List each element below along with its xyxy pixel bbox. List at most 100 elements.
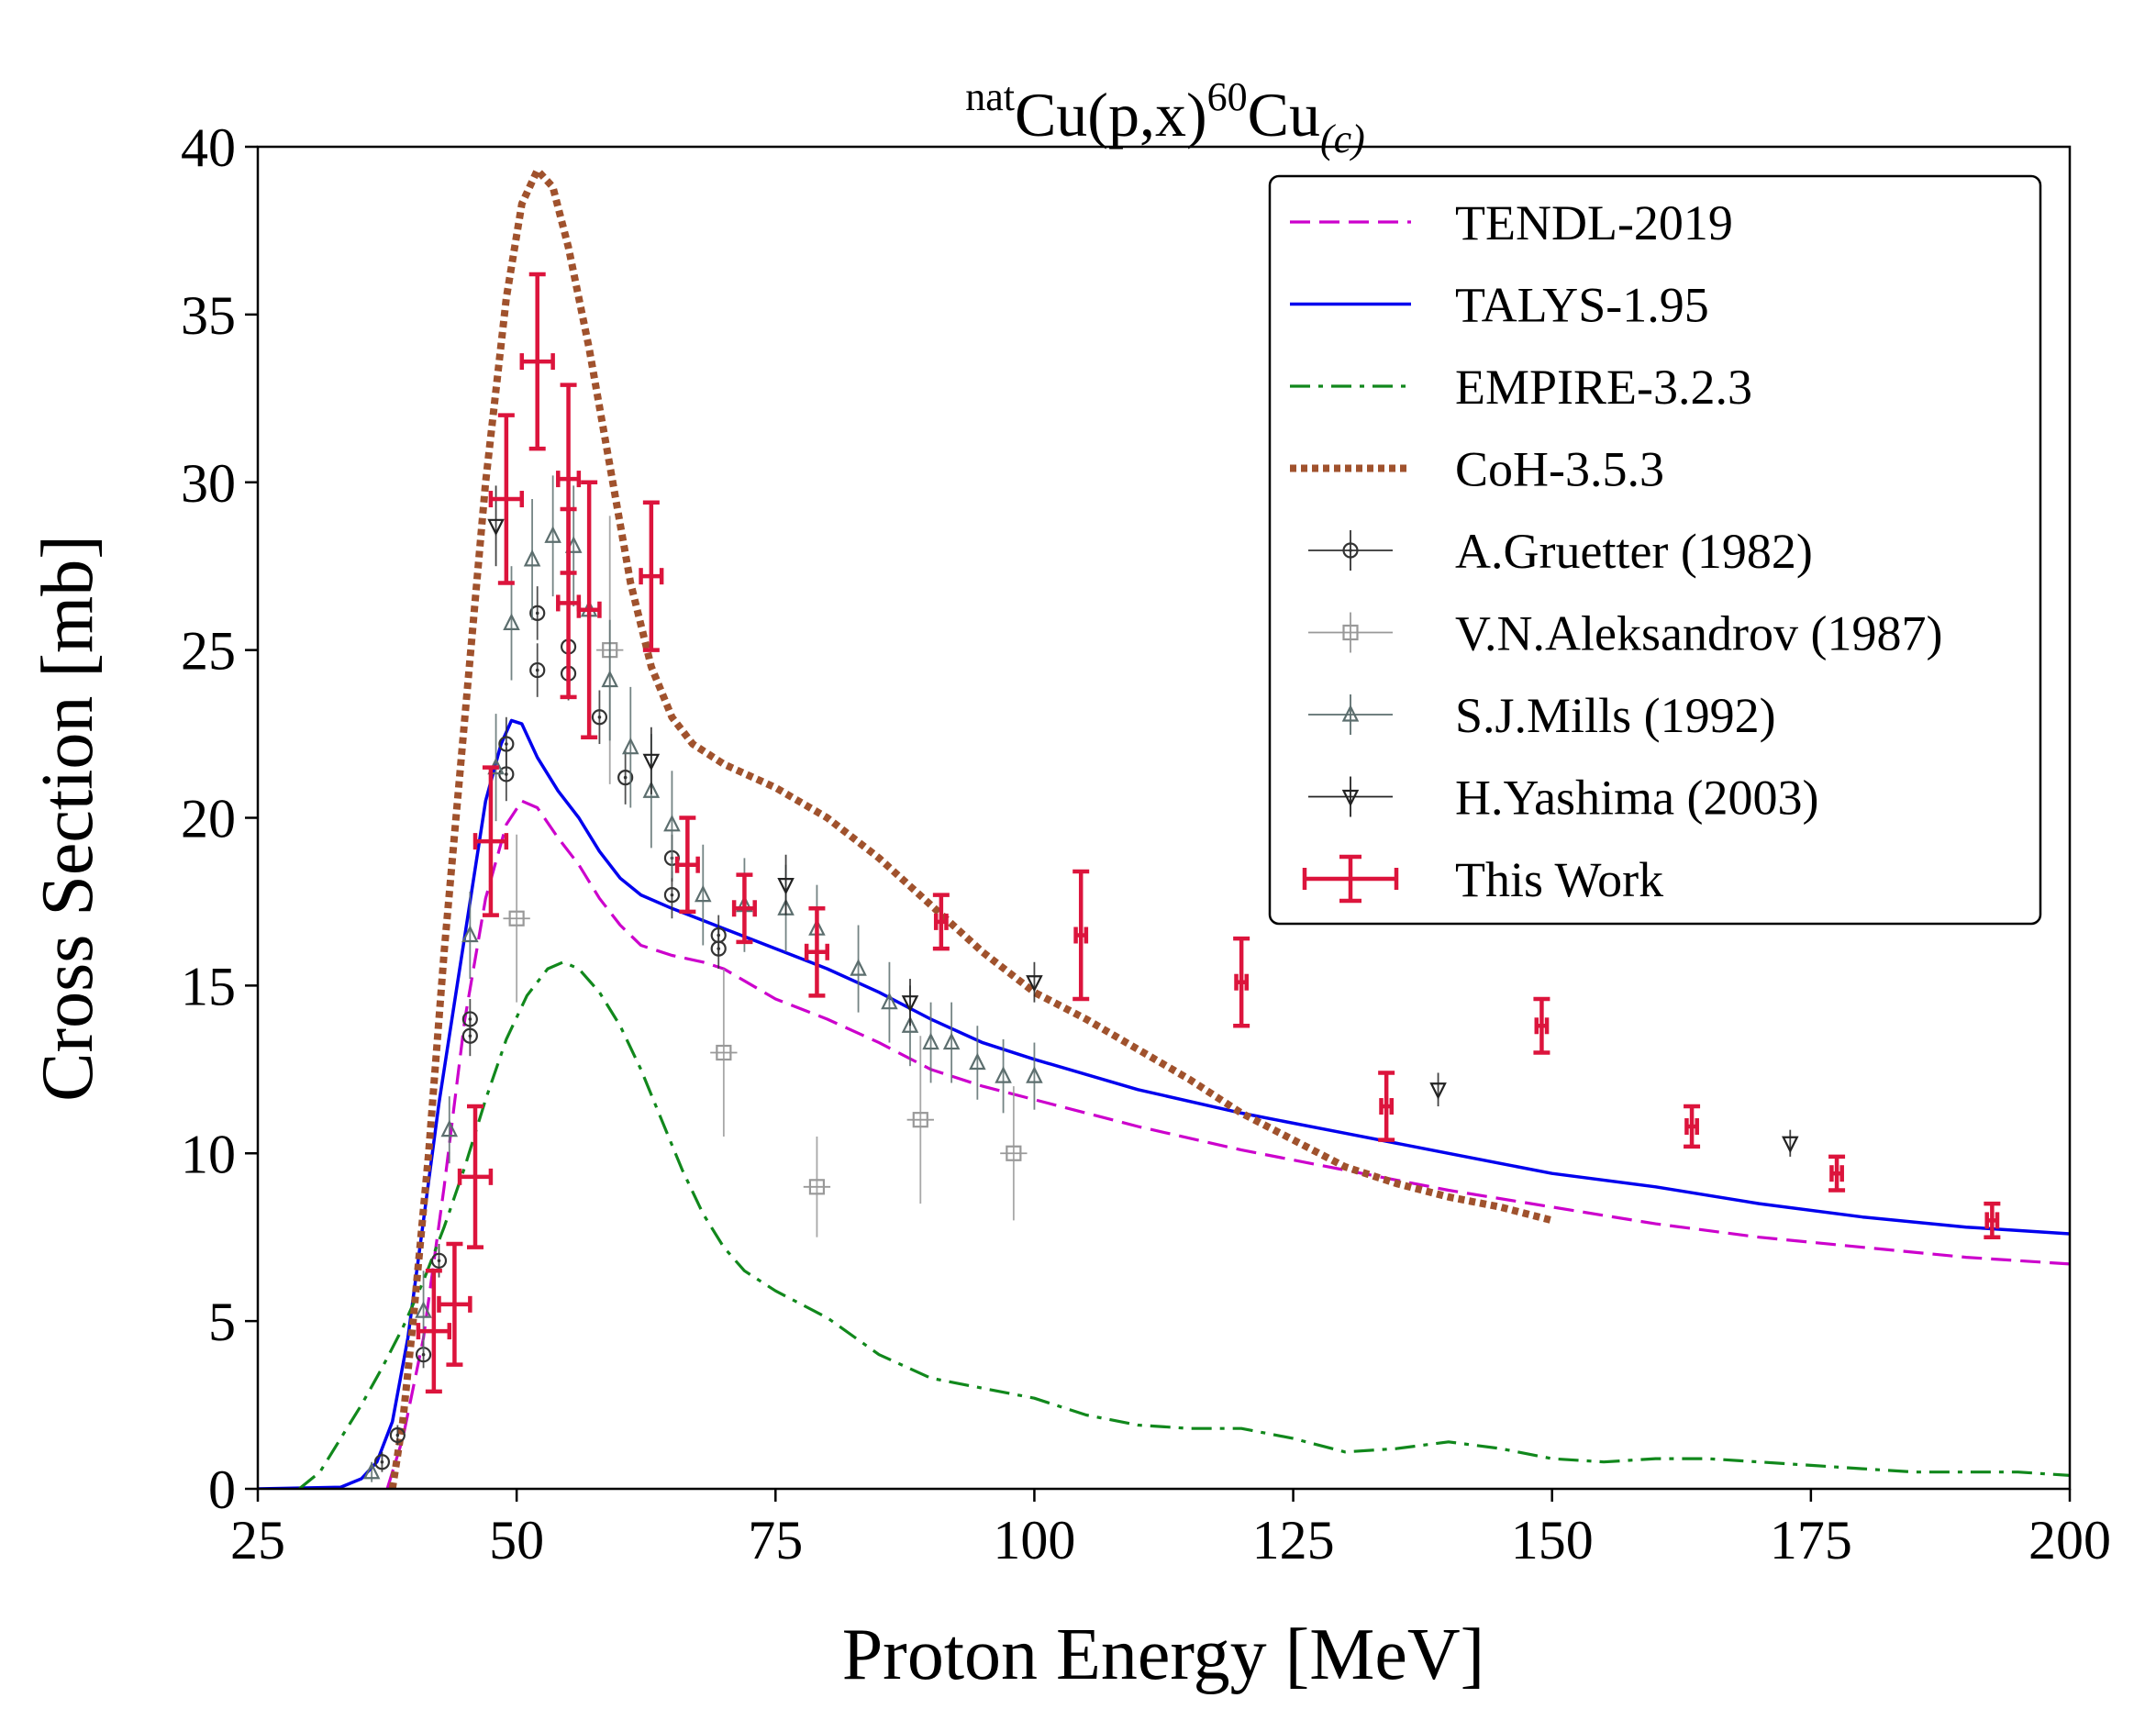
- this-work-point: [639, 500, 664, 652]
- data-point: [373, 1454, 391, 1470]
- data-point-dot: [623, 775, 628, 780]
- plot-area: [258, 166, 2070, 1489]
- y-tick-label: 30: [181, 453, 236, 514]
- legend-swatch-marker-dot: [1349, 549, 1352, 552]
- data-point: [523, 549, 541, 567]
- data-point: [710, 940, 727, 957]
- this-work-point: [674, 816, 700, 915]
- legend-swatch-marker: [1342, 542, 1359, 559]
- x-tick-label: 25: [230, 1510, 285, 1570]
- this-work-point: [932, 893, 950, 951]
- data-point: [995, 1066, 1012, 1083]
- data-point-dot: [505, 742, 508, 746]
- this-work-point: [416, 1269, 452, 1394]
- data-point: [389, 1426, 406, 1444]
- y-tick-label: 5: [208, 1292, 236, 1352]
- data-point: [529, 605, 546, 621]
- y-tick-label: 25: [181, 621, 236, 682]
- data-point: [1006, 1145, 1022, 1161]
- series-this-work: [416, 272, 2001, 1394]
- data-point: [591, 709, 608, 726]
- data-point-dot: [535, 668, 539, 672]
- x-tick-label: 200: [2028, 1510, 2111, 1570]
- y-tick-label: 10: [181, 1124, 236, 1184]
- data-point-dot: [670, 893, 674, 897]
- x-tick-label: 125: [1252, 1510, 1335, 1570]
- x-tick-label: 150: [1511, 1510, 1594, 1570]
- legend-swatch-marker: [1341, 789, 1360, 807]
- title-sup-60: 60: [1207, 74, 1248, 119]
- data-point: [461, 925, 479, 943]
- data-point: [881, 992, 898, 1010]
- series-coh-3-5-3-line: [388, 166, 1553, 1489]
- legend-entry-talys-1-95: TALYS-1.95: [1290, 278, 1709, 333]
- data-point: [498, 736, 515, 752]
- data-point-dot: [505, 772, 508, 776]
- this-work-point: [804, 906, 829, 998]
- this-work-point: [556, 506, 582, 700]
- title-main1: Cu(p,x): [1015, 80, 1207, 150]
- this-work-point: [457, 1104, 494, 1249]
- data-point: [430, 1252, 448, 1269]
- this-work-point: [472, 765, 509, 917]
- title-sup-nat: nat: [965, 74, 1015, 119]
- this-work-point: [1984, 1201, 2001, 1239]
- axis-ticks: 25 50 75 100 125 150 175 200 0 5 10 15 20 25 30 35 40: [181, 117, 2111, 1570]
- legend-label: TALYS-1.95: [1455, 278, 1709, 333]
- data-point-dot: [421, 1352, 426, 1357]
- data-point: [415, 1301, 432, 1318]
- x-tick-label: 50: [489, 1510, 544, 1570]
- data-point: [544, 526, 561, 543]
- data-point: [1026, 1066, 1043, 1083]
- y-tick-label: 40: [181, 117, 236, 178]
- this-work-point: [1533, 996, 1550, 1055]
- data-point: [716, 1044, 732, 1061]
- data-point: [601, 670, 618, 688]
- chart-title: natCu(p,x)60Cu(c): [965, 74, 1365, 161]
- legend-entry-h-yashima-2003: H.Yashima (2003): [1308, 771, 1819, 826]
- this-work-point: [576, 480, 602, 739]
- data-point: [777, 878, 795, 895]
- data-point: [850, 959, 867, 976]
- y-tick-label: 15: [181, 956, 236, 1016]
- legend-label: H.Yashima (2003): [1455, 771, 1819, 826]
- legend-label: S.J.Mills (1992): [1455, 688, 1776, 743]
- this-work-point: [437, 1241, 472, 1367]
- data-point: [642, 781, 661, 798]
- data-point: [440, 1119, 459, 1137]
- data-point: [617, 770, 634, 786]
- legend-entry-tendl-2019: TENDL-2019: [1290, 195, 1733, 250]
- data-point-dot: [535, 611, 539, 616]
- data-point: [508, 910, 525, 927]
- legend-entry-v-n-aleksandrov-1987: V.N.Aleksandrov (1987): [1308, 606, 1942, 661]
- data-point: [642, 753, 661, 771]
- this-work-point: [488, 413, 525, 585]
- this-work-point: [1828, 1154, 1846, 1193]
- data-point: [922, 1032, 939, 1050]
- data-point: [487, 518, 505, 537]
- data-point: [808, 1179, 826, 1195]
- legend-entry-s-j-mills-1992: S.J.Mills (1992): [1308, 688, 1776, 743]
- data-point: [663, 887, 681, 904]
- data-point: [1782, 1136, 1799, 1154]
- data-point-dot: [437, 1259, 441, 1263]
- x-tick-label: 100: [993, 1510, 1075, 1570]
- data-point-dot: [380, 1459, 384, 1464]
- y-tick-label: 20: [181, 789, 236, 849]
- data-point: [912, 1112, 928, 1128]
- series-v-n-aleksandrov-1987: [503, 516, 1028, 1237]
- legend-label: EMPIRE-3.2.3: [1455, 360, 1752, 415]
- legend-entry-empire-3-2-3: EMPIRE-3.2.3: [1290, 360, 1752, 415]
- this-work-point: [731, 872, 757, 945]
- x-tick-label: 75: [748, 1510, 803, 1570]
- data-point-dot: [468, 1017, 472, 1021]
- y-tick-label: 0: [208, 1459, 236, 1520]
- data-point: [1429, 1082, 1447, 1100]
- title-main2: Cu: [1248, 80, 1320, 150]
- legend-entry-this-work: This Work: [1302, 852, 1663, 907]
- this-work-point: [1378, 1071, 1395, 1142]
- data-point: [942, 1032, 961, 1050]
- data-point: [901, 995, 919, 1013]
- title-sub-c: (c): [1320, 117, 1365, 161]
